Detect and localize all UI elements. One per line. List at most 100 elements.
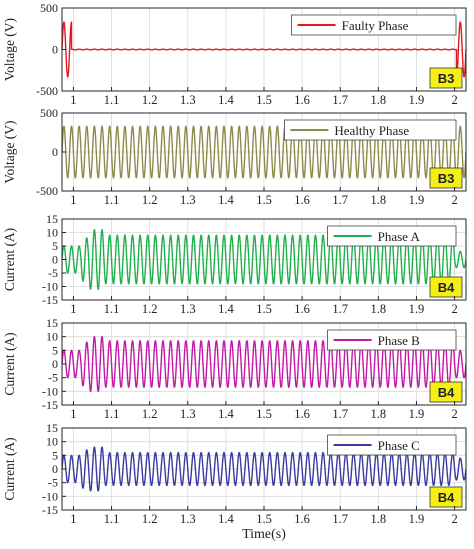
y-tick-label: -15	[42, 503, 58, 517]
x-tick-label: 2	[451, 93, 457, 107]
x-tick-label: 1.6	[294, 512, 310, 526]
badge-box	[429, 276, 463, 298]
y-tick-label: 500	[40, 1, 58, 15]
x-tick-label: 2	[451, 193, 457, 207]
y-tick-label: -500	[36, 84, 58, 98]
y-tick-label: 10	[46, 330, 58, 344]
y-tick-label: -15	[42, 293, 58, 307]
y-tick-label: 0	[52, 145, 58, 159]
x-tick-label: 1.6	[294, 302, 310, 316]
legend-label: Phase C	[378, 438, 420, 453]
y-tick-label: 15	[46, 316, 58, 330]
legend-box	[283, 119, 457, 141]
x-tick-label: 1.5	[256, 302, 272, 316]
x-tick-label: 1.3	[180, 302, 196, 316]
y-axis-label: Current (A)	[2, 332, 17, 395]
badge-label: B4	[438, 490, 455, 505]
x-tick-label: 1	[70, 512, 76, 526]
x-tick-label: 1.8	[371, 193, 387, 207]
x-tick-label: 1	[70, 93, 76, 107]
x-tick-label: 1.8	[371, 93, 387, 107]
y-axis-label: Current (A)	[2, 437, 17, 500]
x-tick-label: 1.8	[371, 302, 387, 316]
y-tick-label: -10	[42, 384, 58, 398]
x-tick-label: 1.1	[104, 512, 120, 526]
x-tick-label: 1.3	[180, 93, 196, 107]
x-tick-label: 1.8	[371, 512, 387, 526]
x-tick-label: 1.4	[218, 512, 234, 526]
x-tick-label: 1.7	[332, 302, 348, 316]
x-tick-label: 1.2	[142, 302, 158, 316]
x-tick-label: 1.1	[104, 302, 120, 316]
y-tick-label: 5	[52, 239, 58, 253]
y-tick-label: 500	[40, 106, 58, 120]
x-tick-label: 1.4	[218, 193, 234, 207]
badge-label: B3	[438, 71, 455, 86]
x-tick-label: 1.6	[294, 93, 310, 107]
x-tick-label: 1.6	[294, 407, 310, 421]
x-tick-label: 1.7	[332, 407, 348, 421]
panel-3: Phase A B4 1 1.1 1.2 1.3 1.4 1.5 1.6 1.7 1.8 1.9 2 -1…	[2, 212, 467, 316]
y-tick-label: 15	[46, 421, 58, 435]
x-tick-label: 1.5	[256, 512, 272, 526]
panel-5: Phase C B4 1 1.1 1.2 1.3 1.4 1.5 1.6 1.7 1.8 1.9 2 -1…	[2, 421, 467, 526]
x-tick-label: 1.7	[332, 93, 348, 107]
y-tick-label: 10	[46, 226, 58, 240]
y-tick-label: 0	[52, 253, 58, 267]
x-tick-label: 1.4	[218, 93, 234, 107]
x-tick-label: 2	[451, 302, 457, 316]
x-tick-label: 1.2	[142, 93, 158, 107]
y-tick-label: -5	[48, 371, 58, 385]
y-axis-label: Voltage (V)	[2, 18, 17, 81]
series-line-faulty-phase	[61, 21, 467, 78]
x-tick-label: 1.3	[180, 512, 196, 526]
y-tick-label: -500	[36, 184, 58, 198]
x-tick-label: 1.8	[371, 407, 387, 421]
y-tick-label: 0	[52, 462, 58, 476]
x-tick-label: 1.2	[142, 512, 158, 526]
legend-label: Phase A	[378, 229, 421, 244]
x-tick-label: 1.1	[104, 93, 120, 107]
y-tick-label: -10	[42, 280, 58, 294]
y-axis-label: Current (A)	[2, 228, 17, 291]
y-axis-label: Voltage (V)	[2, 120, 17, 183]
legend-box	[327, 329, 457, 351]
legend-box	[327, 434, 457, 456]
x-tick-label: 1.2	[142, 407, 158, 421]
badge-box	[429, 67, 463, 89]
panel-1: Faulty Phase B3 1 1.1 1.2 1.3 1.4 1.5 1.6 1.7 1.8 1…	[2, 1, 467, 107]
x-tick-label: 1.1	[104, 193, 120, 207]
y-tick-label: 0	[52, 357, 58, 371]
legend-box	[327, 225, 457, 247]
y-tick-label: -5	[48, 476, 58, 490]
legend-label: Faulty Phase	[342, 18, 409, 33]
x-tick-label: 2	[451, 512, 457, 526]
x-tick-label: 1.4	[218, 407, 234, 421]
x-tick-label: 1.1	[104, 407, 120, 421]
x-tick-label: 1	[70, 193, 76, 207]
x-tick-label: 1.9	[409, 302, 425, 316]
badge-label: B3	[438, 171, 455, 186]
x-tick-label: 1.9	[409, 512, 425, 526]
badge-box	[429, 486, 463, 508]
x-axis-label: Time(s)	[242, 527, 286, 542]
y-tick-label: -10	[42, 489, 58, 503]
y-tick-label: 10	[46, 435, 58, 449]
x-tick-label: 1.3	[180, 193, 196, 207]
x-tick-label: 1	[70, 407, 76, 421]
x-tick-label: 1	[70, 302, 76, 316]
legend-label: Healthy Phase	[334, 123, 409, 138]
badge-label: B4	[438, 280, 455, 295]
panel-4: Phase B B4 1 1.1 1.2 1.3 1.4 1.5 1.6 1.7 1.8 1.9 2 -1…	[2, 316, 467, 421]
x-tick-label: 1.9	[409, 93, 425, 107]
x-tick-label: 1.5	[256, 93, 272, 107]
x-tick-label: 1.5	[256, 193, 272, 207]
y-tick-label: 5	[52, 343, 58, 357]
x-tick-label: 1.2	[142, 193, 158, 207]
legend-box	[291, 14, 457, 36]
y-tick-label: -15	[42, 398, 58, 412]
badge-label: B4	[438, 385, 455, 400]
badge-box	[429, 381, 463, 403]
x-tick-label: 2	[451, 407, 457, 421]
